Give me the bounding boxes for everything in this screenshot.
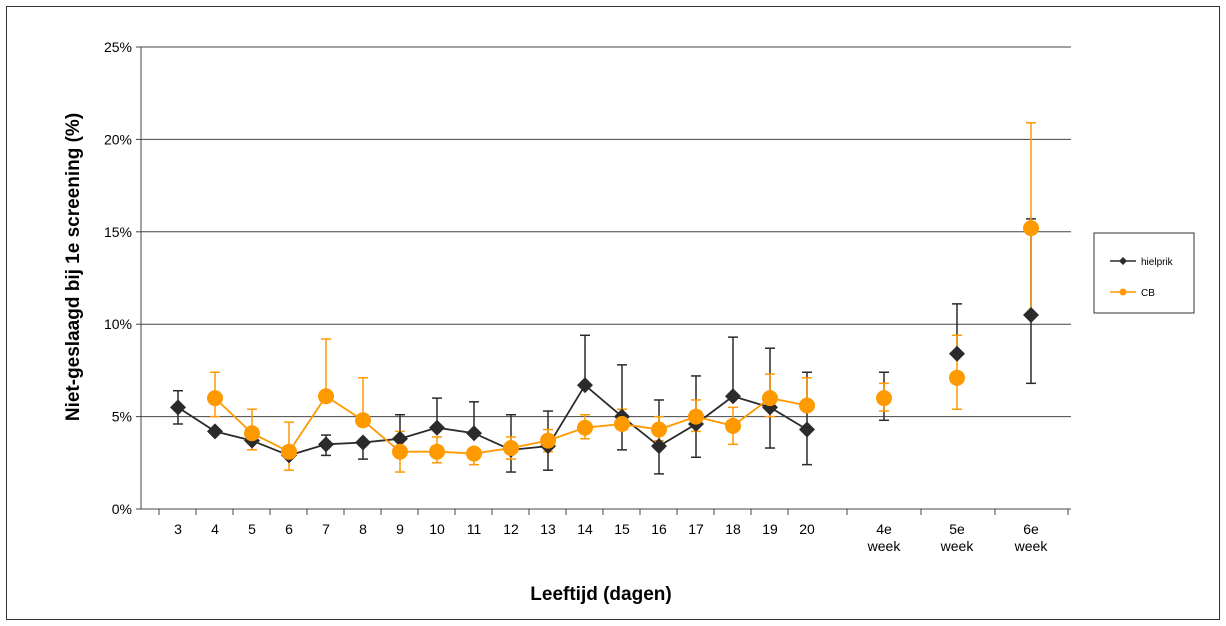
x-tick-label: 11 [467, 521, 482, 537]
data-point-hielprik [725, 388, 741, 405]
data-point-cb [281, 443, 297, 460]
data-point-hielprik [318, 436, 334, 453]
y-tick-label: 15% [104, 224, 132, 240]
data-point-cb [429, 443, 445, 460]
data-point-hielprik [577, 377, 593, 394]
data-point-hielprik [1023, 306, 1039, 323]
axes [136, 46, 1071, 515]
chart-frame: 0% 5% 10% 15% 20% 25% 3 4 5 6 7 8 9 10 11 12 13 14 15 16 17 1… [6, 6, 1220, 620]
x-tick-label: week [940, 538, 975, 554]
data-point-hielprik [207, 423, 223, 440]
data-point-cb [540, 432, 556, 449]
gridlines [141, 46, 1071, 418]
x-tick-label: 12 [503, 521, 519, 537]
y-tick-label: 0% [112, 501, 132, 517]
x-tick-label: 16 [651, 521, 667, 537]
x-tick-label: week [867, 538, 902, 554]
data-point-hielprik [651, 438, 667, 455]
y-tick-label: 20% [104, 131, 132, 147]
legend-label-hielprik: hielprik [1141, 257, 1174, 268]
data-point-hielprik [429, 419, 445, 436]
legend-marker-hielprik [1119, 257, 1127, 265]
x-tick-label: 8 [359, 521, 367, 537]
data-point-cb [577, 419, 593, 436]
x-tick-label: 18 [725, 521, 741, 537]
x-tick-label: 9 [396, 521, 404, 537]
chart-svg: 0% 5% 10% 15% 20% 25% 3 4 5 6 7 8 9 10 11 12 13 14 15 16 17 1… [63, 39, 1195, 605]
data-point-cb [949, 369, 965, 386]
legend-marker-cb [1119, 288, 1127, 296]
legend-box [1093, 232, 1195, 314]
data-point-hielprik [170, 399, 186, 416]
series-markers [170, 220, 1039, 464]
data-point-cb [614, 415, 630, 432]
data-point-cb [318, 388, 334, 405]
data-point-cb [1023, 220, 1039, 237]
x-tick-label: 5e [949, 521, 965, 537]
data-point-hielprik [355, 434, 371, 451]
data-point-hielprik [799, 421, 815, 438]
x-tick-label: 13 [540, 521, 556, 537]
x-tick-label: 10 [429, 521, 445, 537]
data-point-cb [503, 440, 519, 457]
error-bars [173, 122, 1036, 475]
x-tick-label: 6 [285, 521, 293, 537]
x-axis-title: Leeftijd (dagen) [530, 584, 671, 605]
data-point-hielprik [949, 345, 965, 362]
x-tick-label: 5 [248, 521, 256, 537]
data-point-cb [876, 390, 892, 407]
y-tick-label: 5% [112, 409, 132, 425]
data-point-cb [355, 412, 371, 429]
y-tick-label: 10% [104, 316, 132, 332]
data-point-cb [725, 417, 741, 434]
data-point-cb [762, 390, 778, 407]
x-tick-label: 19 [762, 521, 778, 537]
data-point-cb [799, 397, 815, 414]
x-tick-label: 3 [174, 521, 182, 537]
data-point-cb [651, 421, 667, 438]
data-point-cb [466, 445, 482, 462]
x-tick-label: 15 [614, 521, 630, 537]
legend-label-cb: CB [1141, 288, 1155, 299]
data-point-hielprik [466, 425, 482, 442]
x-tick-label: 7 [322, 521, 330, 537]
x-tick-label: 17 [688, 521, 704, 537]
data-point-cb [688, 408, 704, 425]
y-axis-title: Niet-geslaagd bij 1e screening (%) [63, 113, 84, 421]
tick-labels: 0% 5% 10% 15% 20% 25% 3 4 5 6 7 8 9 10 11 12 13 14 15 16 17 1… [104, 39, 1048, 554]
x-tick-label: 14 [577, 521, 593, 537]
data-point-hielprik [392, 430, 408, 447]
data-point-cb [244, 425, 260, 442]
x-tick-label: 4 [211, 521, 219, 537]
data-point-cb [207, 390, 223, 407]
x-tick-label: 20 [799, 521, 815, 537]
x-tick-label: 6e [1023, 521, 1039, 537]
x-tick-label: week [1014, 538, 1049, 554]
legend: hielprik CB [1093, 232, 1195, 314]
data-point-cb [392, 443, 408, 460]
x-tick-label: 4e [876, 521, 892, 537]
series-lines [177, 383, 808, 457]
y-tick-label: 25% [104, 39, 132, 55]
